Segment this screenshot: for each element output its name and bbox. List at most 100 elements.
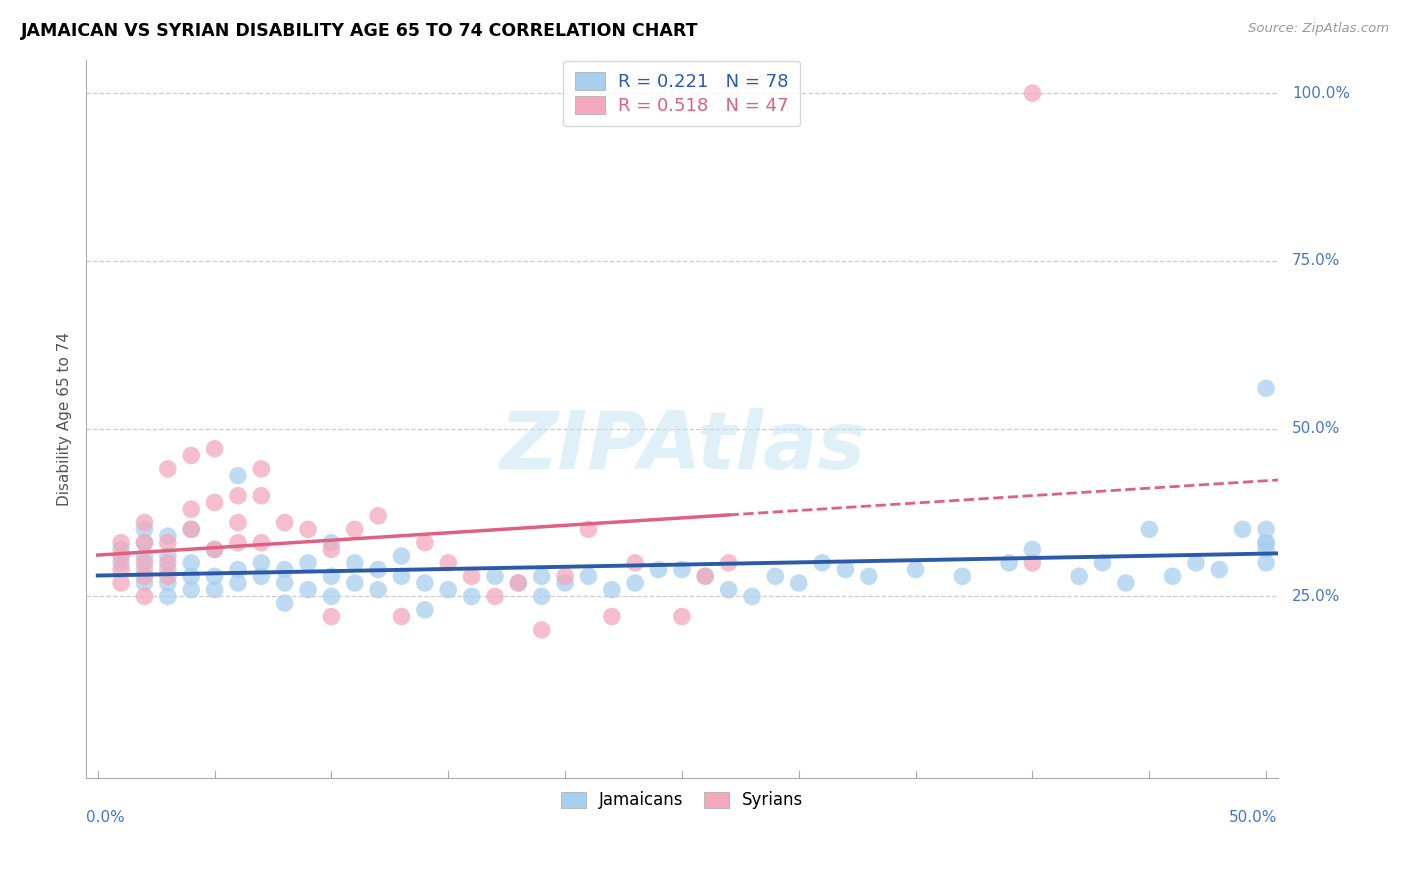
Point — [226, 563, 249, 577]
Point — [1185, 556, 1208, 570]
Point — [413, 603, 436, 617]
Point — [204, 495, 226, 509]
Point — [600, 609, 623, 624]
Point — [250, 489, 273, 503]
Point — [134, 576, 156, 591]
Point — [273, 563, 295, 577]
Point — [508, 576, 530, 591]
Point — [671, 563, 693, 577]
Point — [156, 563, 179, 577]
Point — [600, 582, 623, 597]
Point — [273, 576, 295, 591]
Text: JAMAICAN VS SYRIAN DISABILITY AGE 65 TO 74 CORRELATION CHART: JAMAICAN VS SYRIAN DISABILITY AGE 65 TO … — [21, 22, 699, 40]
Point — [367, 508, 389, 523]
Point — [226, 535, 249, 549]
Point — [578, 522, 600, 536]
Point — [391, 569, 413, 583]
Point — [717, 556, 740, 570]
Point — [297, 582, 319, 597]
Point — [180, 449, 202, 463]
Point — [530, 569, 553, 583]
Point — [297, 556, 319, 570]
Point — [460, 590, 482, 604]
Point — [156, 549, 179, 563]
Point — [226, 468, 249, 483]
Point — [321, 535, 343, 549]
Point — [391, 549, 413, 563]
Point — [741, 590, 763, 604]
Point — [156, 569, 179, 583]
Point — [1115, 576, 1137, 591]
Point — [484, 569, 506, 583]
Point — [156, 529, 179, 543]
Point — [134, 522, 156, 536]
Point — [226, 516, 249, 530]
Text: 50.0%: 50.0% — [1292, 421, 1340, 436]
Point — [204, 442, 226, 456]
Point — [413, 535, 436, 549]
Point — [180, 522, 202, 536]
Point — [1137, 522, 1160, 536]
Point — [297, 522, 319, 536]
Point — [134, 516, 156, 530]
Point — [343, 556, 366, 570]
Point — [391, 609, 413, 624]
Point — [460, 569, 482, 583]
Point — [1161, 569, 1184, 583]
Point — [578, 569, 600, 583]
Point — [134, 569, 156, 583]
Point — [321, 569, 343, 583]
Point — [1254, 381, 1277, 395]
Point — [110, 576, 132, 591]
Point — [530, 590, 553, 604]
Point — [250, 569, 273, 583]
Point — [998, 556, 1021, 570]
Point — [554, 569, 576, 583]
Point — [437, 582, 460, 597]
Point — [273, 596, 295, 610]
Point — [647, 563, 669, 577]
Point — [204, 542, 226, 557]
Point — [1208, 563, 1230, 577]
Point — [1254, 556, 1277, 570]
Point — [180, 502, 202, 516]
Point — [204, 569, 226, 583]
Point — [250, 556, 273, 570]
Point — [156, 462, 179, 476]
Point — [180, 522, 202, 536]
Point — [250, 535, 273, 549]
Point — [226, 576, 249, 591]
Point — [343, 522, 366, 536]
Point — [343, 576, 366, 591]
Point — [1254, 535, 1277, 549]
Point — [367, 563, 389, 577]
Point — [1254, 535, 1277, 549]
Point — [1254, 522, 1277, 536]
Point — [156, 576, 179, 591]
Point — [110, 542, 132, 557]
Point — [904, 563, 927, 577]
Point — [437, 556, 460, 570]
Point — [110, 535, 132, 549]
Point — [180, 556, 202, 570]
Point — [1091, 556, 1114, 570]
Point — [1232, 522, 1254, 536]
Point — [204, 582, 226, 597]
Point — [110, 549, 132, 563]
Point — [787, 576, 810, 591]
Point — [134, 590, 156, 604]
Point — [321, 590, 343, 604]
Point — [156, 556, 179, 570]
Point — [134, 556, 156, 570]
Point — [530, 623, 553, 637]
Y-axis label: Disability Age 65 to 74: Disability Age 65 to 74 — [58, 332, 72, 506]
Point — [204, 542, 226, 557]
Point — [695, 569, 717, 583]
Point — [110, 556, 132, 570]
Text: ZIPAtlas: ZIPAtlas — [499, 409, 865, 486]
Text: 0.0%: 0.0% — [86, 810, 125, 825]
Point — [156, 590, 179, 604]
Text: 75.0%: 75.0% — [1292, 253, 1340, 268]
Point — [671, 609, 693, 624]
Point — [695, 569, 717, 583]
